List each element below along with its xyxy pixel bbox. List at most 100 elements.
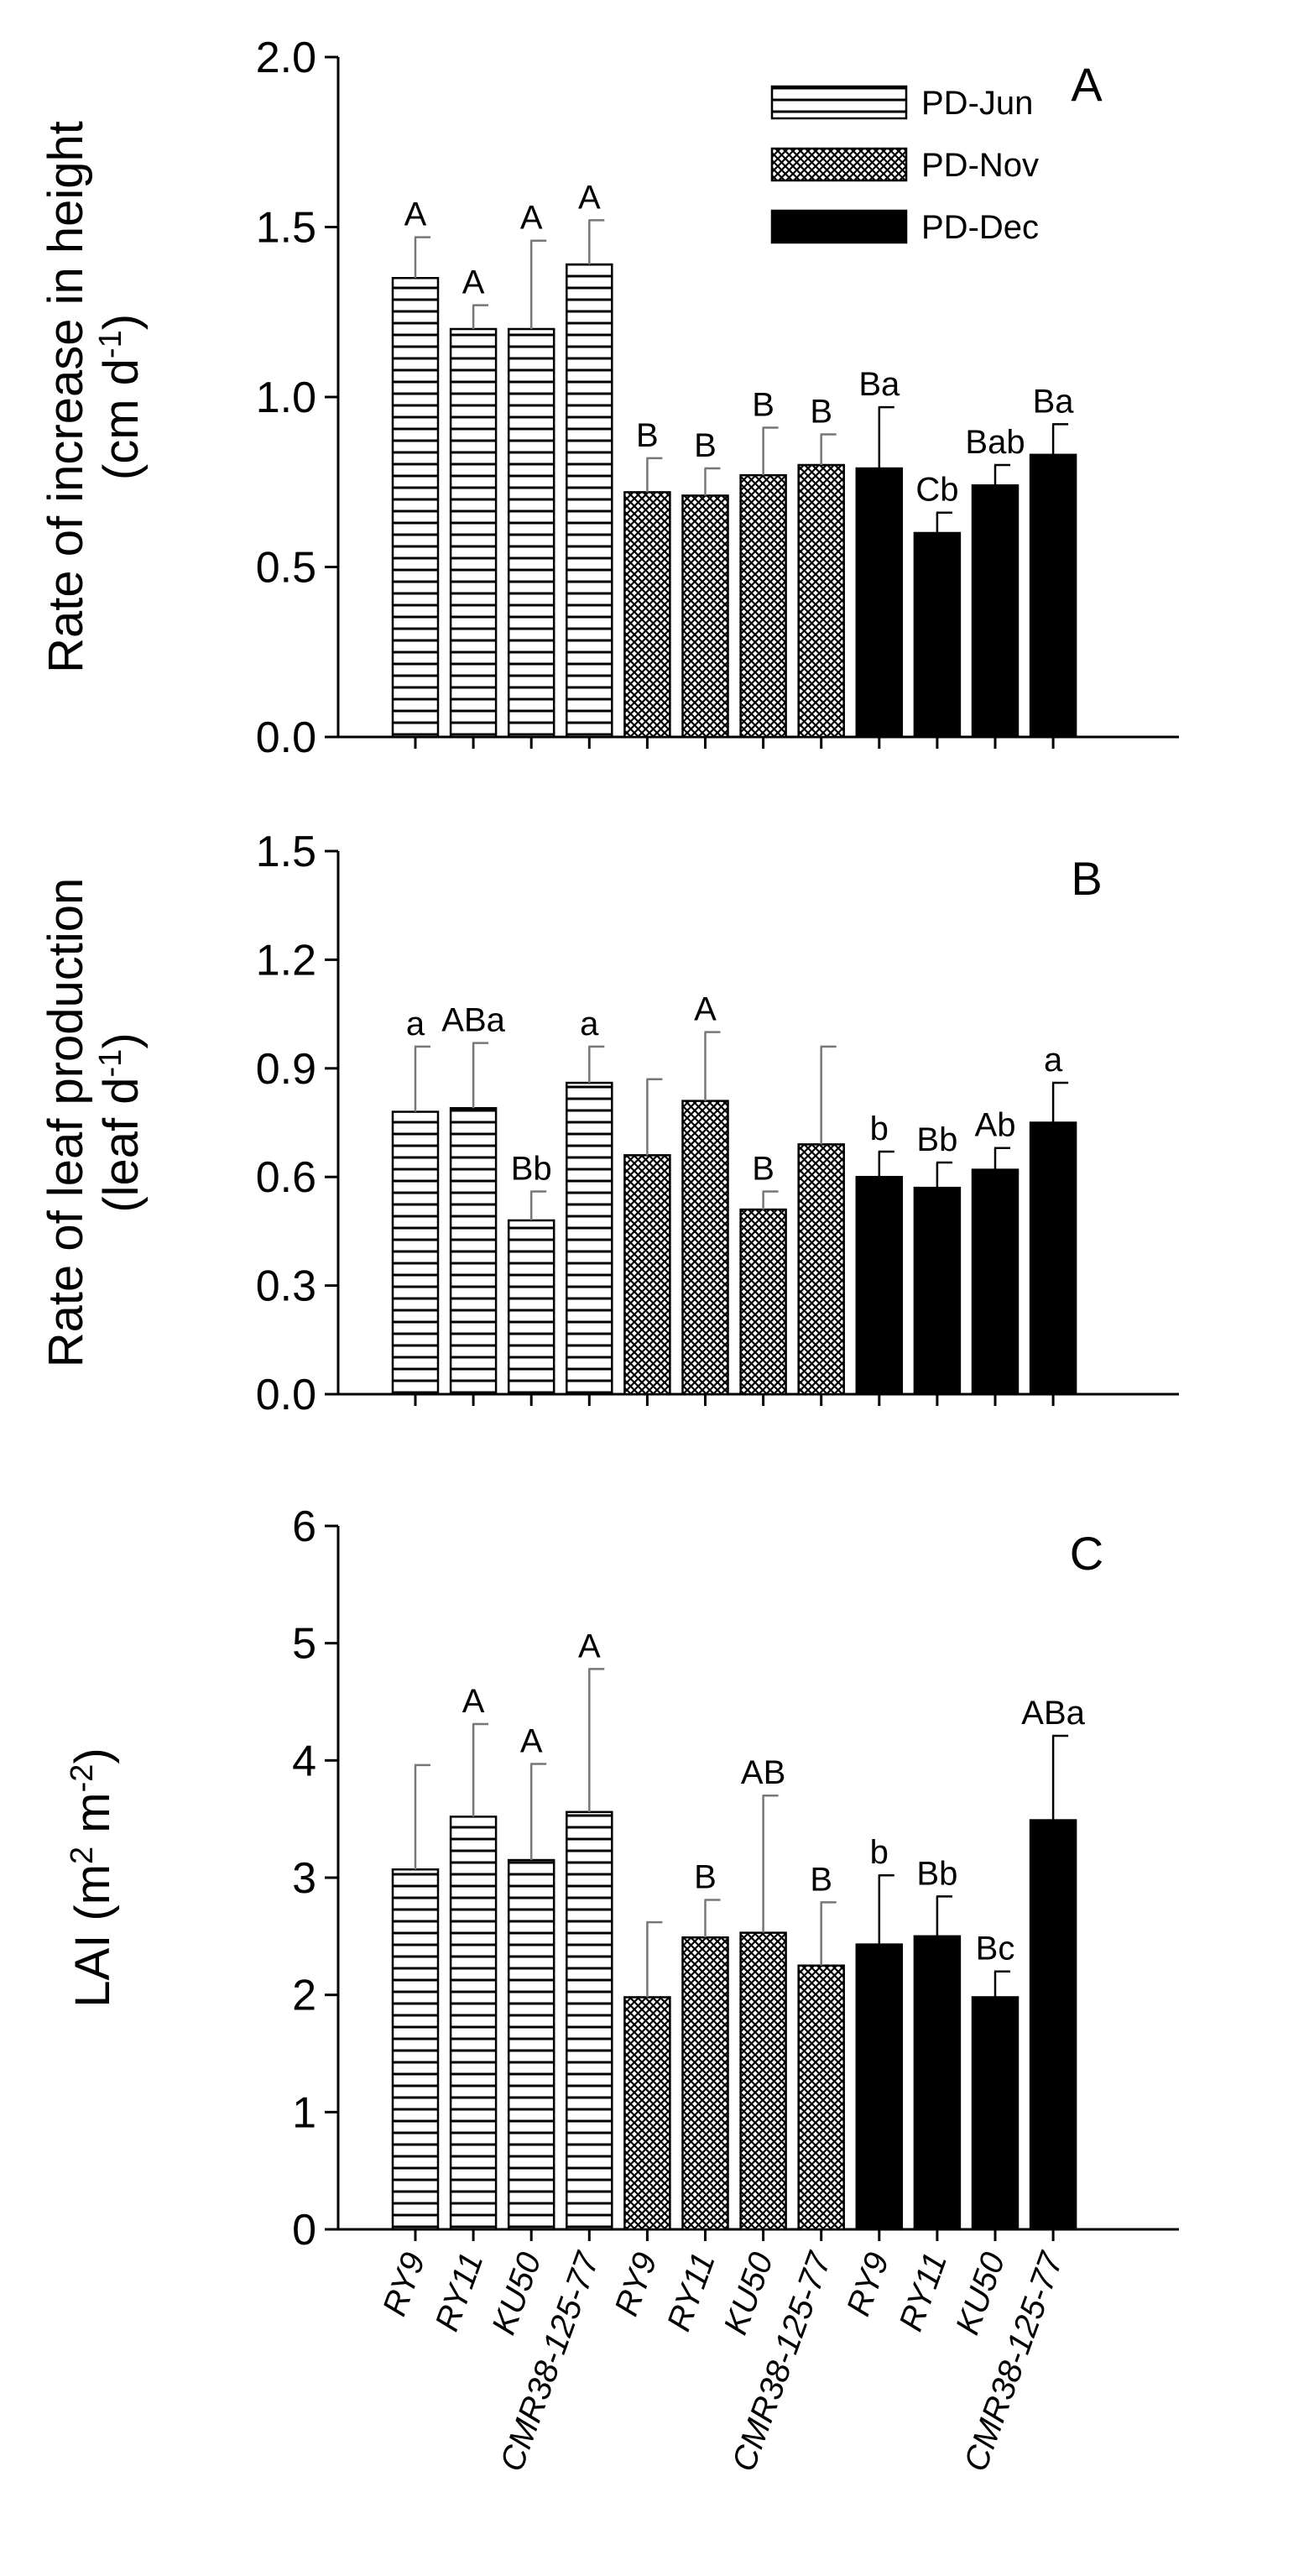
significance-label: A <box>462 1683 485 1720</box>
y-tick-label: 1.0 <box>256 374 316 422</box>
legend: PD-Jun PD-Nov PD-Dec <box>770 85 1039 246</box>
bar <box>681 1936 729 2231</box>
y-tick-label: 0.3 <box>256 1262 316 1311</box>
significance-label: Bb <box>916 1121 957 1158</box>
x-category-label: RY9 <box>840 2248 896 2321</box>
bar <box>913 1935 962 2231</box>
significance-label: B <box>636 417 659 454</box>
significance-label: A <box>694 991 717 1028</box>
legend-label: PD-Dec <box>921 209 1039 246</box>
y-tick-label: 0.0 <box>256 1371 316 1419</box>
x-category-label: RY9 <box>376 2248 432 2321</box>
x-category-label: KU50 <box>717 2248 780 2339</box>
y-tick-label: 0 <box>292 2206 316 2255</box>
x-category-label: KU50 <box>485 2248 549 2339</box>
bar <box>739 1931 787 2231</box>
bar <box>623 1154 671 1396</box>
significance-label: A <box>578 1628 601 1664</box>
bar <box>566 1081 613 1396</box>
significance-label: ABa <box>441 1002 505 1039</box>
y-tick-label: 1.2 <box>256 936 316 985</box>
y-tick-label: 3 <box>292 1854 316 1903</box>
bar <box>797 1964 845 2231</box>
y-axis-title: LAI (m2 m-2) <box>65 1748 120 2008</box>
significance-label: B <box>752 1150 774 1187</box>
significance-label: B <box>694 1859 717 1896</box>
y-tick-label: 0.9 <box>256 1045 316 1094</box>
y-tick-label: 4 <box>292 1737 316 1785</box>
bar <box>971 1996 1020 2231</box>
bar <box>971 484 1020 739</box>
y-tick-label: 1 <box>292 2088 316 2137</box>
y-tick-label: 0.5 <box>256 544 316 593</box>
bar <box>391 1868 440 2231</box>
significance-label: Ba <box>1033 383 1075 420</box>
significance-label: Ba <box>858 366 900 403</box>
bar <box>739 1208 787 1396</box>
significance-label: B <box>752 386 774 423</box>
x-category-label: KU50 <box>949 2248 1013 2339</box>
legend-swatch <box>770 147 908 182</box>
significance-label: Ab <box>975 1107 1016 1144</box>
bar <box>623 1996 671 2231</box>
bar <box>623 491 671 739</box>
y-tick-label: 2 <box>292 1972 316 2020</box>
panel-label: B <box>1071 852 1102 905</box>
y-tick-label: 5 <box>292 1620 316 1669</box>
y-tick-label: 1.5 <box>256 204 316 253</box>
bar <box>855 467 904 739</box>
bar <box>566 263 613 739</box>
legend-label: PD-Nov <box>921 147 1039 184</box>
bar <box>449 1816 498 2231</box>
x-category-label: RY11 <box>660 2248 722 2336</box>
significance-label: B <box>694 427 717 464</box>
bar <box>1029 453 1077 739</box>
bar <box>1029 1121 1077 1396</box>
significance-label: B <box>810 394 832 431</box>
bar <box>797 463 845 739</box>
y-tick-label: 6 <box>292 1502 316 1551</box>
bar <box>391 1110 440 1396</box>
y-tick-label: 2.0 <box>256 34 316 82</box>
significance-label: Bb <box>916 1855 957 1892</box>
significance-label: Bc <box>976 1931 1015 1967</box>
significance-label: Cb <box>915 472 958 509</box>
y-tick-label: 0.6 <box>256 1153 316 1202</box>
panel-label: C <box>1070 1527 1103 1580</box>
bar <box>507 1219 555 1396</box>
y-tick-label: 0.0 <box>256 713 316 762</box>
bar <box>391 277 440 739</box>
bar <box>739 473 787 739</box>
significance-label: ABa <box>1021 1695 1085 1732</box>
bar <box>566 1811 613 2231</box>
significance-label: A <box>462 264 485 301</box>
x-category-label: RY11 <box>892 2248 954 2336</box>
bar <box>797 1143 845 1396</box>
significance-label: Bab <box>965 424 1025 461</box>
significance-label: AB <box>741 1754 785 1791</box>
significance-label: B <box>810 1861 832 1898</box>
significance-label: a <box>406 1006 425 1042</box>
bar <box>507 327 555 739</box>
significance-label: a <box>580 1006 599 1042</box>
bar <box>855 1943 904 2231</box>
y-axis-title-line2: (leaf d-1) <box>93 1032 149 1212</box>
x-category-label: RY9 <box>608 2248 664 2321</box>
bar <box>855 1175 904 1396</box>
bar <box>1029 1819 1077 2231</box>
legend-label: PD-Jun <box>921 85 1033 122</box>
bar <box>449 1106 498 1396</box>
significance-label: a <box>1044 1042 1063 1079</box>
y-tick-label: 1.5 <box>256 828 316 876</box>
significance-label: b <box>870 1110 889 1147</box>
significance-label: Bb <box>511 1150 552 1187</box>
panel-label: A <box>1071 58 1103 111</box>
bar <box>913 531 962 739</box>
significance-label: A <box>520 1723 543 1760</box>
bar <box>681 494 729 739</box>
